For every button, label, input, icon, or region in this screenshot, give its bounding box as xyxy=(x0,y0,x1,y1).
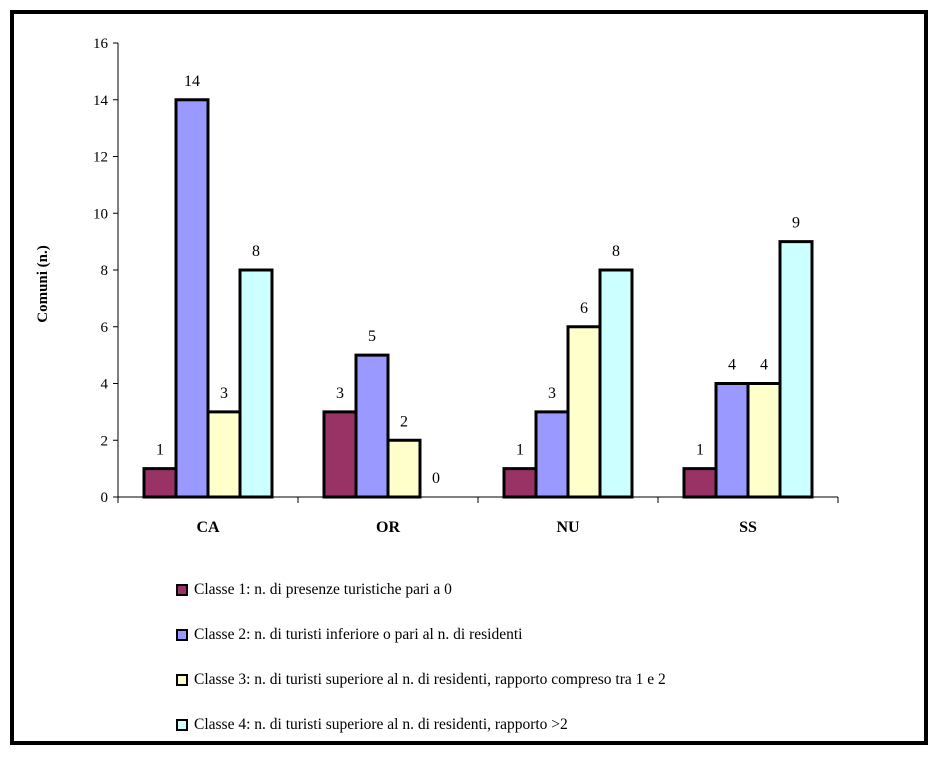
bar xyxy=(238,268,274,499)
bar-value-label: 9 xyxy=(792,215,800,232)
bar-value-label: 6 xyxy=(580,300,588,317)
bar-value-label: 1 xyxy=(156,442,164,459)
y-tick-label: 16 xyxy=(93,36,109,52)
legend-item-classe-2: Classe 2: n. di turisti inferiore o pari… xyxy=(176,623,666,647)
legend-label-classe-4: Classe 4: n. di turisti superiore al n. … xyxy=(194,716,568,733)
y-tick-label: 8 xyxy=(101,263,109,279)
y-tick-label: 6 xyxy=(101,320,109,336)
x-category-label: CA xyxy=(196,519,220,536)
bar-value-label: 14 xyxy=(184,73,200,90)
x-category-label: SS xyxy=(739,519,757,536)
bar-value-label: 5 xyxy=(368,328,376,345)
x-category-label: OR xyxy=(376,519,400,536)
legend-swatch-classe-1 xyxy=(176,584,188,596)
y-tick-label: 0 xyxy=(101,490,109,506)
legend-label-classe-3: Classe 3: n. di turisti superiore al n. … xyxy=(194,671,666,688)
chart-frame xyxy=(10,10,928,745)
legend: Classe 1: n. di presenze turistiche pari… xyxy=(176,578,666,758)
legend-label-classe-1: Classe 1: n. di presenze turistiche pari… xyxy=(194,581,452,598)
bar-value-label: 2 xyxy=(400,413,408,430)
y-tick-label: 10 xyxy=(93,206,108,222)
bar-value-label: 3 xyxy=(336,385,344,402)
bar xyxy=(682,467,718,499)
bar xyxy=(142,467,178,499)
bar-value-label: 3 xyxy=(220,385,228,402)
legend-item-classe-3: Classe 3: n. di turisti superiore al n. … xyxy=(176,668,666,692)
y-axis-label: Comuni (n.) xyxy=(35,245,51,323)
y-tick-label: 2 xyxy=(101,433,109,449)
legend-label-classe-2: Classe 2: n. di turisti inferiore o pari… xyxy=(194,626,523,643)
bar-value-label: 1 xyxy=(696,442,704,459)
bar xyxy=(174,98,210,499)
y-tick-label: 12 xyxy=(93,150,108,166)
bar-value-label: 8 xyxy=(612,243,620,260)
bar-value-label: 0 xyxy=(432,470,440,487)
bar xyxy=(354,353,390,499)
bar xyxy=(206,410,242,499)
bar xyxy=(746,382,782,499)
legend-item-classe-1: Classe 1: n. di presenze turistiche pari… xyxy=(176,578,666,602)
legend-swatch-classe-3 xyxy=(176,674,188,686)
bar xyxy=(598,268,634,499)
x-category-label: NU xyxy=(556,519,580,536)
y-tick-label: 4 xyxy=(101,377,109,393)
bar xyxy=(714,382,750,499)
bar-value-label: 3 xyxy=(548,385,556,402)
legend-item-classe-4: Classe 4: n. di turisti superiore al n. … xyxy=(176,713,666,737)
bar xyxy=(502,467,538,499)
bar-value-label: 4 xyxy=(728,357,736,374)
bar xyxy=(322,410,358,499)
bar-layer xyxy=(142,98,814,499)
bar xyxy=(566,325,602,499)
y-tick-label: 14 xyxy=(93,93,109,109)
bar-value-label: 1 xyxy=(516,442,524,459)
bar xyxy=(386,438,422,499)
bar-value-label: 4 xyxy=(760,357,768,374)
legend-swatch-classe-4 xyxy=(176,719,188,731)
legend-swatch-classe-2 xyxy=(176,629,188,641)
bar-value-label: 8 xyxy=(252,243,260,260)
bar xyxy=(534,410,570,499)
bar xyxy=(778,240,814,499)
